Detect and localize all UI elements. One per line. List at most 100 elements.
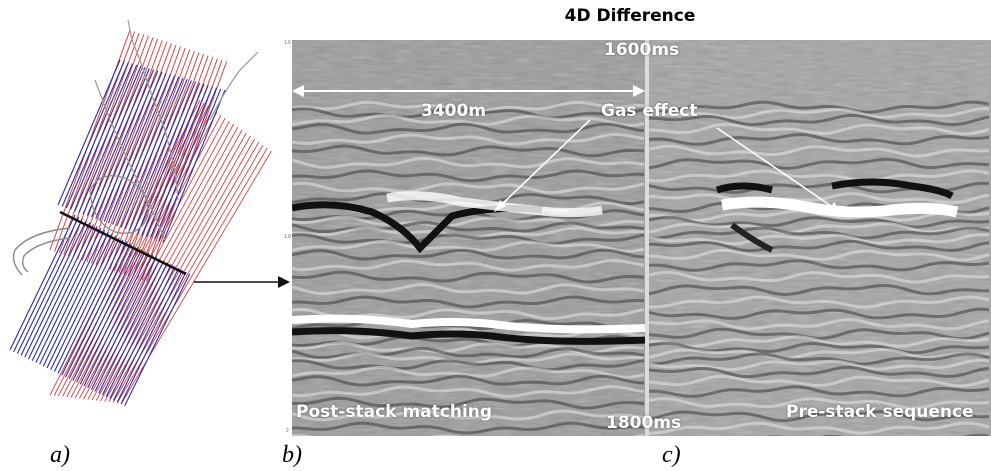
receiver-line (149, 86, 213, 239)
receiver-line (109, 266, 176, 399)
receiver-line (102, 262, 168, 396)
receiver-line (120, 271, 187, 405)
receiver-line (61, 60, 125, 207)
panel-label-c: c) (662, 442, 681, 468)
gas-arrow-right (716, 127, 838, 211)
receiver-line (120, 77, 184, 228)
reflector (649, 233, 990, 246)
receiver-line (86, 68, 150, 216)
reflector (649, 352, 990, 366)
reflector (649, 169, 990, 183)
reflector (649, 374, 990, 388)
reflector (649, 284, 990, 297)
panel-label-a: a) (50, 442, 70, 468)
reflector (292, 233, 645, 246)
reflector (292, 156, 645, 169)
receiver-line (124, 273, 191, 407)
reflector (292, 374, 645, 387)
shot-line (63, 34, 145, 255)
reflector (649, 106, 990, 120)
receiver-line (57, 59, 121, 206)
reflector (649, 144, 990, 158)
receiver-line (79, 250, 146, 385)
receiver-line (65, 243, 131, 378)
reflector (292, 385, 645, 398)
reflector (292, 318, 645, 332)
coastline-outline (94, 19, 179, 241)
reflector (649, 259, 990, 272)
shot-line (118, 52, 200, 273)
receiver-line (20, 220, 87, 356)
reflector (649, 192, 990, 205)
receiver-line (133, 81, 197, 233)
receiver-line (39, 229, 106, 365)
receiver-line (9, 214, 76, 351)
reflector (292, 239, 645, 253)
arrow-head (278, 276, 290, 288)
panel-label-b: b) (282, 442, 302, 468)
receiver-line (103, 72, 167, 222)
gas-anomaly-bright (386, 191, 603, 218)
receiver-line (145, 84, 209, 237)
reflector (649, 327, 990, 341)
top-time-label: 1600ms (604, 40, 680, 60)
receiver-line (46, 233, 113, 369)
receiver-line (24, 222, 91, 358)
section-c-reflectors (649, 100, 990, 436)
receiver-line (50, 235, 117, 371)
reflector (649, 133, 990, 146)
reflector (649, 318, 990, 331)
receiver-line (70, 63, 134, 210)
reflector (649, 295, 990, 309)
seismic-sections (292, 40, 991, 436)
section-b-reflectors (292, 100, 645, 436)
acquisition-map (9, 19, 290, 407)
reflector (649, 358, 990, 371)
receiver-line (124, 78, 188, 230)
reflector (649, 100, 990, 114)
shot-line (86, 41, 168, 263)
receiver-line (154, 87, 218, 240)
reflector (292, 113, 645, 127)
figure-title: 4D Difference (564, 6, 696, 26)
right-method-label: Pre-stack sequence (786, 402, 974, 422)
receiver-line (128, 80, 192, 231)
receiver-line (107, 74, 171, 224)
reflector (292, 132, 645, 146)
receiver-line (13, 216, 80, 353)
blue-receiver-lines (9, 59, 226, 407)
receiver-line (113, 267, 180, 401)
reflector (292, 295, 645, 309)
receiver-line (158, 88, 222, 242)
tick-bottom: 2 (286, 428, 289, 434)
shot-line (53, 102, 205, 396)
reflector (649, 348, 990, 360)
receiver-line (78, 65, 142, 213)
receiver-line (83, 252, 150, 387)
shot-line (113, 50, 195, 272)
receiver-line (74, 64, 138, 212)
receiver-line (35, 228, 102, 363)
receiver-line (112, 75, 176, 225)
shot-line (49, 99, 201, 396)
receiver-line (116, 76, 180, 227)
reflector (649, 157, 990, 170)
receiver-line (95, 70, 159, 219)
distance-label: 3400m (421, 101, 487, 121)
bottom-time-label: 1800ms (606, 413, 682, 433)
receiver-line (116, 269, 183, 403)
receiver-line (90, 256, 157, 390)
reflector (649, 307, 990, 320)
reflector (292, 283, 645, 296)
strong-reflector-dark (730, 222, 774, 253)
reflector (292, 221, 645, 234)
reflector (649, 122, 990, 136)
strong-reflector-dark (715, 178, 954, 200)
gas-effect-label: Gas effect (601, 101, 698, 121)
gas-anomaly-bright (721, 196, 959, 218)
shot-line (123, 53, 205, 275)
receiver-line (68, 245, 135, 380)
tick-mid: 1.8 (284, 234, 291, 240)
receiver-line (53, 237, 120, 372)
shot-line (58, 105, 209, 397)
